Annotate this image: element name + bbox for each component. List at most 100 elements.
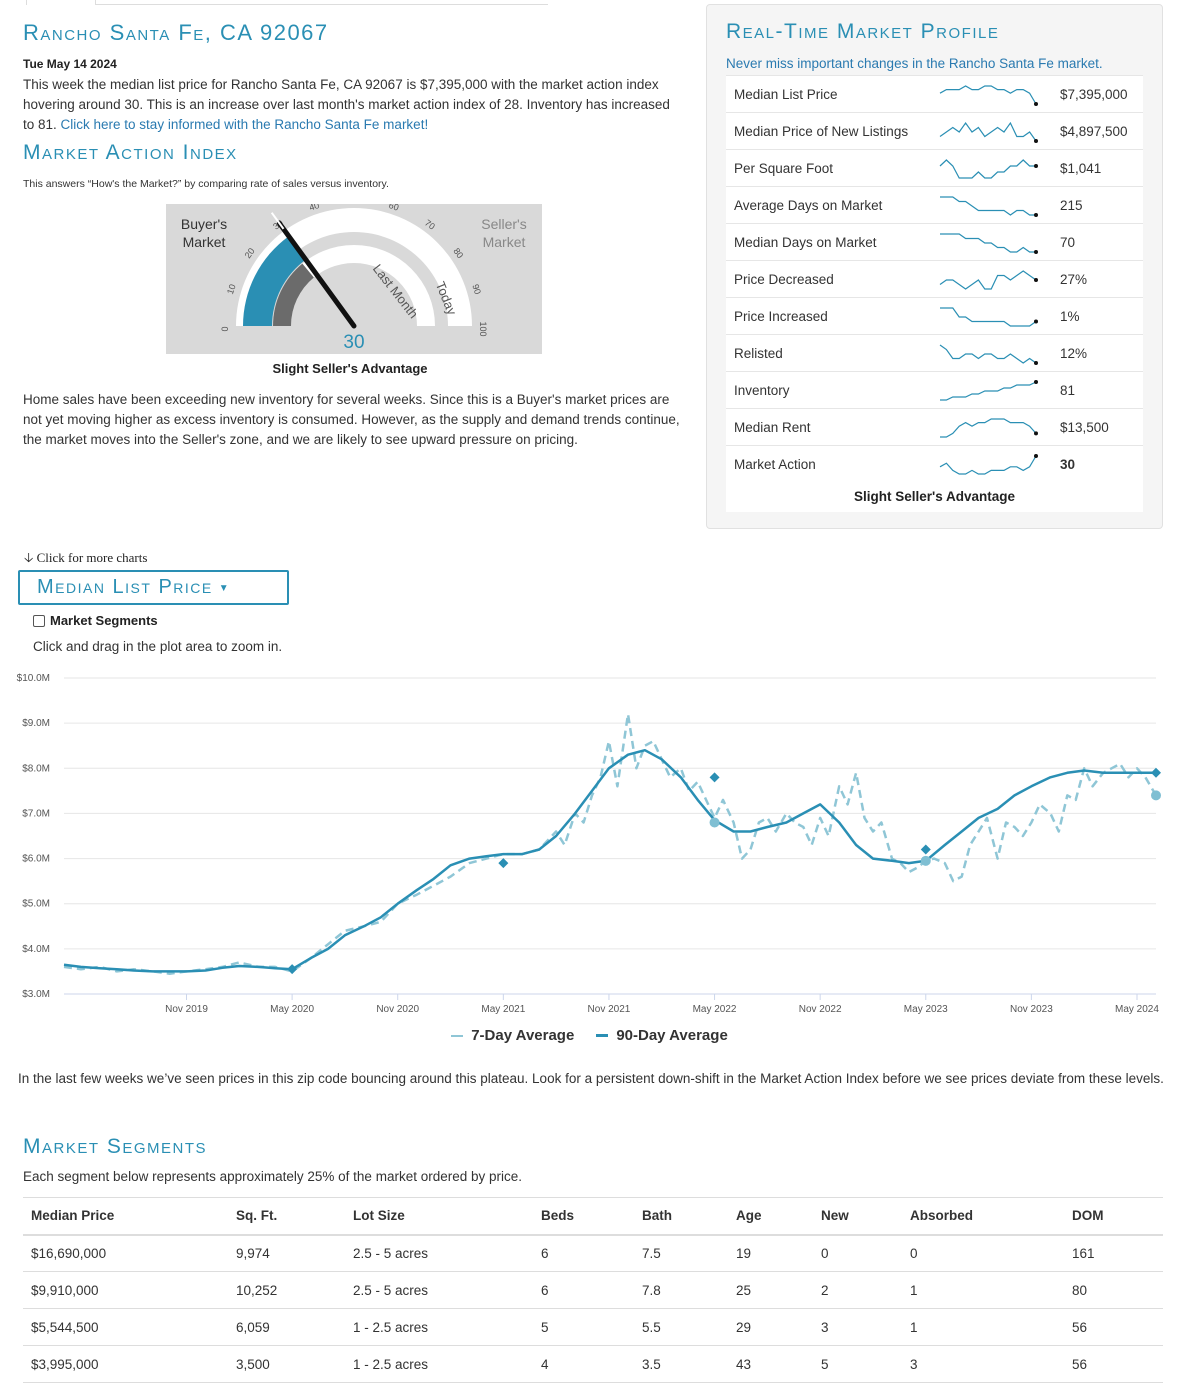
profile-row-label: Median Days on Market	[734, 234, 877, 250]
sparkline-end-dot	[1034, 379, 1038, 384]
segments-cell: 56	[1064, 1345, 1163, 1383]
profile-row-label: Median Price of New Listings	[734, 123, 909, 139]
median-price-chart[interactable]: $3.0M $4.0M $5.0M $6.0M $7.0M $8.0M $9.0M $10.0…	[0, 660, 1179, 1020]
segments-column-header: New	[813, 1197, 902, 1236]
segments-cell: 0	[902, 1234, 1064, 1272]
segments-column-header: Beds	[533, 1197, 634, 1236]
segments-cell: 1 - 2.5 acres	[345, 1345, 533, 1383]
y-tick-label: $7.0M	[22, 808, 50, 819]
sparkline-end-dot	[1034, 138, 1038, 143]
gauge-outer-arc	[236, 208, 472, 326]
profile-row-label: Price Decreased	[734, 271, 834, 287]
gauge-sellers-label-1: Seller's	[481, 216, 526, 232]
profile-row-sparkline	[940, 379, 1038, 401]
series-90day-marker	[287, 964, 298, 975]
series-90day-marker	[498, 858, 509, 869]
sparkline-end-dot	[1034, 249, 1038, 254]
segments-column-header: Absorbed	[902, 1197, 1064, 1236]
sparkline-path	[939, 158, 1036, 179]
segments-cell: 3,500	[228, 1345, 345, 1383]
gauge-tick-label: 0	[220, 326, 230, 331]
segments-cell: 56	[1064, 1308, 1163, 1346]
segments-cell: 161	[1064, 1234, 1163, 1272]
segments-row: $16,690,000 9,974 2.5 - 5 acres 6 7.5 19 0 0 161	[23, 1234, 1163, 1272]
profile-row: Inventory 81	[726, 371, 1143, 408]
profile-row-value: $7,395,000	[1060, 86, 1128, 102]
segments-column-header: Age	[728, 1197, 813, 1236]
gauge-tick-label: 70	[423, 218, 437, 232]
market-segments-checkbox[interactable]	[33, 614, 45, 627]
profile-row: Per Square Foot $1,041	[726, 149, 1143, 186]
x-tick-label: Nov 2019	[165, 1004, 208, 1015]
segments-cell: 2.5 - 5 acres	[345, 1234, 533, 1272]
segments-cell: 3	[813, 1308, 902, 1346]
market-action-title: Market Action Index	[23, 141, 238, 164]
gauge-tick-label: 20	[243, 246, 257, 260]
market-summary: Home sales have been exceeding new inven…	[23, 392, 680, 447]
y-tick-label: $10.0M	[17, 673, 50, 684]
segments-column-header: Sq. Ft.	[228, 1197, 345, 1236]
profile-row-sparkline	[940, 195, 1038, 217]
profile-row-sparkline	[939, 158, 1038, 179]
segments-cell: 5.5	[634, 1308, 728, 1346]
gauge-tick-label: 80	[451, 246, 465, 260]
gauge-tick-label: 40	[308, 204, 321, 213]
gauge-needle-tail	[270, 212, 285, 230]
legend-label-90day: 90-Day Average	[616, 1027, 728, 1044]
gauge-needle	[276, 220, 357, 329]
sparkline-path	[939, 84, 1037, 104]
sparkline-end-dot	[1034, 360, 1038, 365]
chart-type-dropdown[interactable]: Median List Price ▼	[18, 570, 289, 605]
sparkline-path	[940, 232, 1036, 253]
segments-cell: 10,252	[228, 1271, 345, 1309]
segments-cell: 19	[728, 1234, 813, 1272]
y-tick-label: $4.0M	[22, 944, 50, 955]
gauge-caption: Slight Seller's Advantage	[272, 361, 428, 376]
legend-item-7day[interactable]: 7-Day Average	[451, 1027, 574, 1044]
profile-row-sparkline	[940, 306, 1038, 327]
x-tick-label: Nov 2023	[1010, 1004, 1053, 1015]
tab-active[interactable]	[26, 0, 96, 5]
profile-row: Relisted 12%	[726, 334, 1143, 371]
profile-row-sparkline	[939, 269, 1038, 290]
segments-cell: 29	[728, 1308, 813, 1346]
gauge-tick-label: 60	[388, 204, 401, 213]
segments-cell: 5	[813, 1345, 902, 1383]
segments-cell: 43	[728, 1345, 813, 1383]
series-7day-line	[63, 712, 1158, 975]
chart-note: In the last few weeks we’ve seen prices …	[18, 1071, 1164, 1086]
market-segments-toggle[interactable]: Market Segments	[33, 613, 158, 628]
x-tick-label: Nov 2022	[799, 1004, 842, 1015]
segments-subtitle: Each segment below represents approximat…	[23, 1169, 523, 1184]
series-7day-marker	[709, 817, 720, 828]
sparkline-end-dot	[1034, 101, 1038, 106]
profile-subtitle-link[interactable]: Never miss important changes in the Ranc…	[726, 56, 1103, 71]
segments-column-header: Bath	[634, 1197, 728, 1236]
profile-footer: Slight Seller's Advantage	[853, 489, 1015, 504]
profile-row-value: 81	[1060, 382, 1076, 398]
legend-swatch-7day	[451, 1034, 464, 1037]
gauge-inner-arc	[273, 245, 435, 326]
x-tick-label: May 2021	[481, 1004, 525, 1015]
profile-row-value: 30	[1060, 456, 1076, 472]
profile-row: Median Price of New Listings $4,897,500	[726, 112, 1143, 149]
chart-legend: 7-Day Average 90-Day Average	[0, 1027, 1179, 1044]
profile-row-sparkline	[939, 121, 1038, 143]
sparkline-path	[939, 455, 1037, 475]
segments-cell: 1 - 2.5 acres	[345, 1308, 533, 1346]
gauge-buyers-label-1: Buyer's	[181, 216, 227, 232]
profile-title: Real-Time Market Profile	[726, 20, 1000, 43]
stay-informed-link[interactable]: Click here to stay informed with the Ran…	[60, 117, 429, 132]
more-charts-link[interactable]: 🡣 Click for more charts	[24, 549, 147, 571]
y-tick-label: $5.0M	[22, 899, 50, 910]
sparkline-end-dot	[1034, 430, 1038, 435]
segments-title: Market Segments	[23, 1135, 208, 1158]
caret-down-icon: ▼	[218, 583, 231, 594]
segments-cell: 7.5	[634, 1234, 728, 1272]
y-tick-label: $9.0M	[22, 718, 50, 729]
y-tick-label: $8.0M	[22, 763, 50, 774]
profile-row-value: 70	[1060, 234, 1076, 250]
legend-item-90day[interactable]: 90-Day Average	[596, 1027, 728, 1044]
series-90day-marker	[920, 844, 931, 855]
segments-cell: 5	[533, 1308, 634, 1346]
